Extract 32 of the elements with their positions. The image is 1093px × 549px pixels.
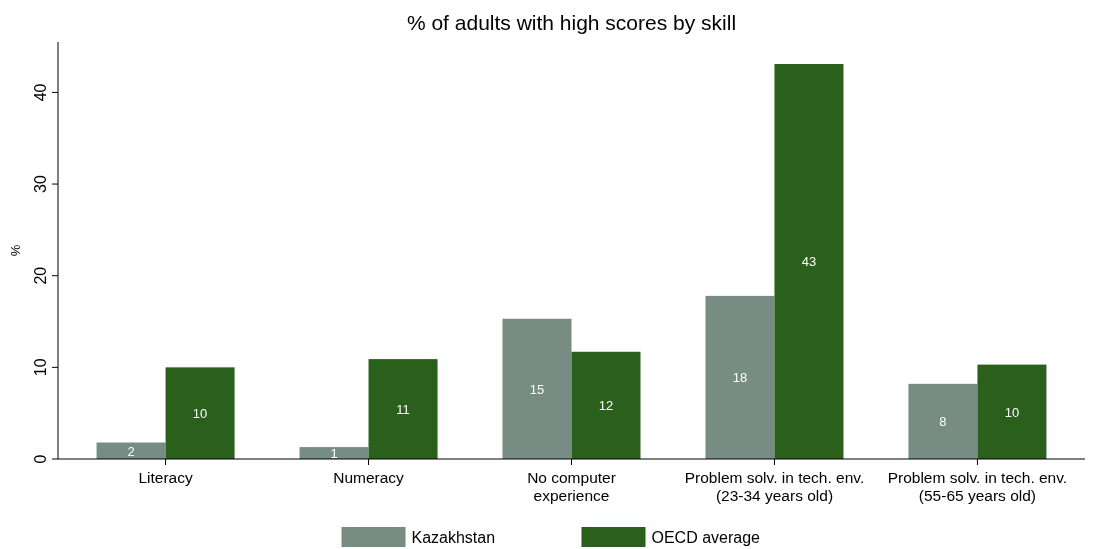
chart-title: % of adults with high scores by skill <box>406 11 737 34</box>
bar <box>908 383 978 459</box>
data-label: 43 <box>801 254 817 270</box>
bar <box>705 295 775 459</box>
legend-label: OECD average <box>651 529 761 546</box>
data-label: 10 <box>192 406 208 422</box>
data-label: 2 <box>127 443 135 459</box>
bar <box>977 364 1047 459</box>
x-tick-label: Problem solv. in tech. env. (23-34 years old) <box>684 469 865 504</box>
bar <box>502 318 572 459</box>
data-label: 12 <box>598 398 614 414</box>
y-tick-label: 30 <box>32 175 49 193</box>
x-tick-label: No computer experience <box>527 469 616 504</box>
data-label: 10 <box>1004 404 1020 420</box>
y-tick-label: 40 <box>32 83 49 102</box>
x-tick-label: Numeracy <box>333 469 405 486</box>
y-tick-label: 20 <box>32 266 49 285</box>
x-tick-label: Problem solv. in tech. env. (55-65 years old) <box>887 469 1068 504</box>
data-label: 8 <box>939 414 947 430</box>
x-tick-label: Literacy <box>138 469 193 486</box>
y-tick-label: 10 <box>32 358 49 377</box>
bar <box>165 367 235 459</box>
bar <box>368 359 438 459</box>
y-tick-label: 0 <box>32 454 49 464</box>
legend-label: Kazakhstan <box>411 529 496 546</box>
bar <box>774 64 844 459</box>
bar <box>571 351 641 459</box>
data-label: 1 <box>330 446 338 462</box>
data-label: 18 <box>732 370 748 386</box>
data-label: 15 <box>529 381 545 397</box>
y-axis-title: % <box>8 244 23 257</box>
data-label: 11 <box>396 402 410 418</box>
